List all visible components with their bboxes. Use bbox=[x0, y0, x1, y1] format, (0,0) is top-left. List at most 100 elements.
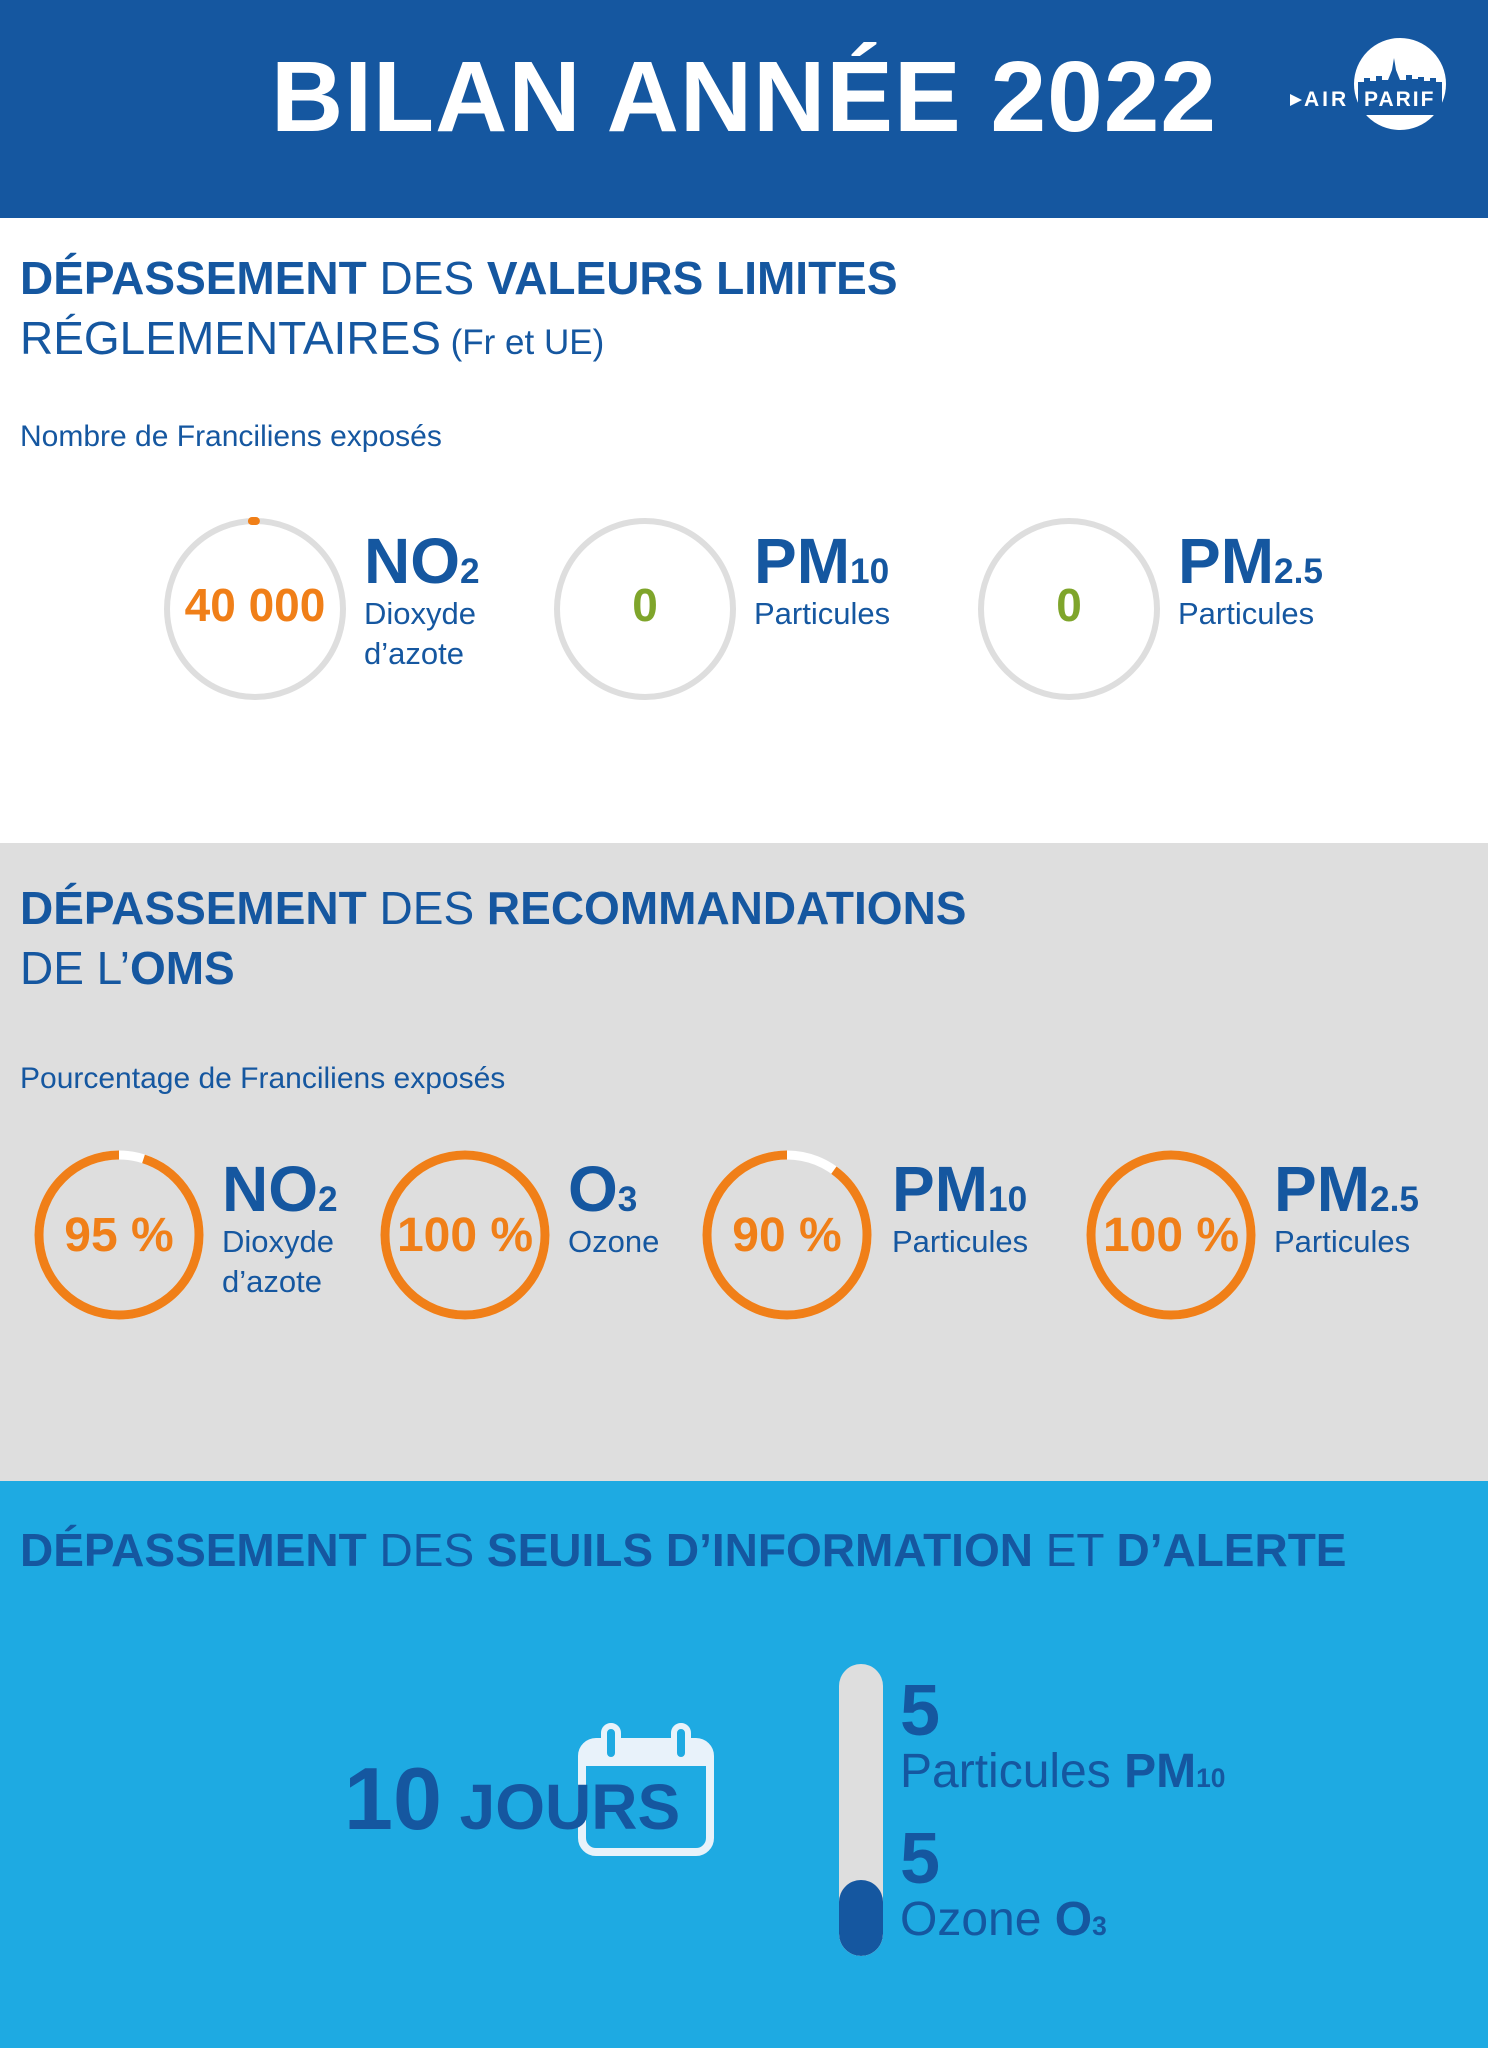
header-banner: BILAN ANNÉE 2022 AIR PARIF bbox=[0, 0, 1488, 218]
logo-parif-background bbox=[1358, 87, 1442, 115]
desc-pm25: Particules bbox=[1274, 1222, 1410, 1262]
desc-line: Particules bbox=[754, 596, 891, 631]
title-part: DÉPASSEMENT bbox=[20, 1524, 367, 1576]
title-part: VALEURS LIMITES bbox=[486, 252, 898, 304]
pollutant-subscript: 2.5 bbox=[1274, 552, 1323, 591]
value-no2-count: 40 000 bbox=[184, 579, 326, 631]
ring-progress bbox=[1086, 1150, 1256, 1320]
ring-progress bbox=[702, 1150, 872, 1320]
pollutant-pm25: PM2.5 bbox=[1178, 524, 1323, 598]
title-part: DES bbox=[366, 1524, 487, 1576]
pollutant-no2: NO2 bbox=[222, 1152, 338, 1226]
pollutant-pm10: PM10 bbox=[892, 1152, 1027, 1226]
pollutant-subscript: 3 bbox=[1092, 1911, 1107, 1941]
desc-line: Particules bbox=[1178, 596, 1315, 631]
pollutant-no2: NO2 bbox=[364, 524, 480, 598]
ring-progress bbox=[380, 1150, 550, 1320]
ring-pm10-percent bbox=[702, 1150, 872, 1320]
pollutant-subscript: 2 bbox=[460, 552, 480, 591]
pollutant-symbol: PM bbox=[1274, 1153, 1370, 1225]
value-o3-percent: 100 % bbox=[396, 1209, 534, 1262]
alert-days-count: 10 JOURS bbox=[344, 1748, 680, 1850]
desc-pm10: Particules bbox=[892, 1222, 1028, 1262]
airparif-logo: AIR PARIF bbox=[1290, 38, 1450, 132]
pollutant-pm25: PM2.5 bbox=[1274, 1152, 1419, 1226]
logo-arrow-icon bbox=[1290, 94, 1302, 106]
desc-line: Ozone bbox=[568, 1224, 660, 1259]
calendar-icon bbox=[578, 1723, 714, 1856]
desc-line: Dioxyde bbox=[222, 1224, 334, 1259]
pollutant-symbol: PM bbox=[1124, 1745, 1197, 1798]
days-number: 10 bbox=[344, 1749, 442, 1848]
pollutant-symbol: O bbox=[568, 1153, 618, 1225]
title-part: D’ALERTE bbox=[1116, 1524, 1347, 1576]
title-part: RECOMMANDATIONS bbox=[486, 882, 967, 934]
desc-line: Dioxyde bbox=[364, 596, 476, 631]
days-unit: JOURS bbox=[441, 1771, 681, 1843]
section2-title: DÉPASSEMENT DES RECOMMANDATIONS DE L’OMS bbox=[20, 878, 967, 998]
pollutant-symbol: PM bbox=[892, 1153, 988, 1225]
logo-air-text: AIR bbox=[1304, 88, 1350, 111]
desc-line: Particules bbox=[1274, 1224, 1411, 1259]
logo-parif-text: PARIF bbox=[1364, 88, 1436, 111]
page-title: BILAN ANNÉE 2022 bbox=[271, 41, 1217, 153]
title-part: SEUILS D’INFORMATION bbox=[486, 1524, 1033, 1576]
stat-pm10-label: Particules PM10 bbox=[900, 1744, 1225, 1799]
title-part: ET bbox=[1032, 1524, 1117, 1576]
section2-subtitle: Pourcentage de Franciliens exposés bbox=[20, 1062, 506, 1095]
pollutant-subscript: 3 bbox=[617, 1180, 638, 1219]
desc-line: Particules bbox=[892, 1224, 1029, 1259]
title-part: DE L’ bbox=[20, 942, 130, 994]
section3-title: DÉPASSEMENT DES SEUILS D’INFORMATION ET … bbox=[20, 1520, 1346, 1580]
title-part: (Fr et UE) bbox=[440, 323, 605, 362]
value-pm10-percent: 90 % bbox=[732, 1209, 842, 1262]
title-part: DES bbox=[366, 252, 487, 304]
desc-no2: Dioxyde d’azote bbox=[222, 1222, 334, 1302]
value-pm10-count: 0 bbox=[632, 579, 658, 631]
pollutant-symbol: PM bbox=[754, 525, 850, 597]
pollutant-subscript: 2 bbox=[318, 1180, 338, 1219]
stat-o3-label: Ozone O3 bbox=[900, 1892, 1107, 1947]
pollutant-subscript: 10 bbox=[850, 552, 890, 591]
pollutant-subscript: 2.5 bbox=[1370, 1180, 1419, 1219]
ring-pm25-percent bbox=[1086, 1150, 1256, 1320]
section1-title: DÉPASSEMENT DES VALEURS LIMITES RÉGLEMEN… bbox=[20, 248, 898, 373]
desc-no2: Dioxyde d’azote bbox=[364, 594, 476, 674]
title-part: OMS bbox=[129, 942, 235, 994]
section1-subtitle: Nombre de Franciliens exposés bbox=[20, 420, 442, 453]
title-part: DES bbox=[366, 882, 487, 934]
title-part: DÉPASSEMENT bbox=[20, 252, 367, 304]
section-who-recommendations bbox=[0, 843, 1488, 1481]
ring-no2-count bbox=[163, 517, 347, 701]
pollutant-symbol: NO bbox=[364, 525, 460, 597]
pollutant-o3: O3 bbox=[568, 1152, 637, 1226]
ring-no2-percent bbox=[34, 1150, 204, 1320]
eiffel-skyline-icon bbox=[1358, 58, 1442, 90]
title-part: RÉGLEMENTAIRES bbox=[20, 312, 441, 364]
pollutant-symbol: PM bbox=[1178, 525, 1274, 597]
desc-pm25: Particules bbox=[1178, 594, 1314, 634]
ring-pm25-count bbox=[978, 518, 1160, 700]
ring-pm10-count bbox=[554, 518, 736, 700]
pollutant-subscript: 10 bbox=[988, 1180, 1028, 1219]
section-alert-thresholds bbox=[0, 1481, 1488, 2048]
stat-label-text: Ozone bbox=[900, 1893, 1055, 1946]
stat-label-text: Particules bbox=[900, 1745, 1125, 1798]
alert-split-bar bbox=[839, 1664, 883, 1956]
desc-line: d’azote bbox=[364, 636, 464, 671]
stat-o3-days: 5 bbox=[900, 1819, 941, 1899]
section-limit-values bbox=[0, 218, 1488, 843]
desc-pm10: Particules bbox=[754, 594, 890, 634]
ring-progress bbox=[34, 1150, 204, 1320]
pollutant-subscript: 10 bbox=[1196, 1763, 1226, 1793]
ring-o3-percent bbox=[380, 1150, 550, 1320]
value-pm25-percent: 100 % bbox=[1102, 1209, 1240, 1262]
stat-pm10-days: 5 bbox=[900, 1671, 941, 1751]
pollutant-symbol: NO bbox=[222, 1153, 318, 1225]
title-part: DÉPASSEMENT bbox=[20, 882, 367, 934]
alert-split-bar-fill bbox=[839, 1880, 883, 1956]
desc-line: d’azote bbox=[222, 1264, 322, 1299]
pollutant-symbol: O bbox=[1054, 1893, 1093, 1946]
value-pm25-count: 0 bbox=[1056, 579, 1082, 631]
value-no2-percent: 95 % bbox=[64, 1209, 174, 1262]
